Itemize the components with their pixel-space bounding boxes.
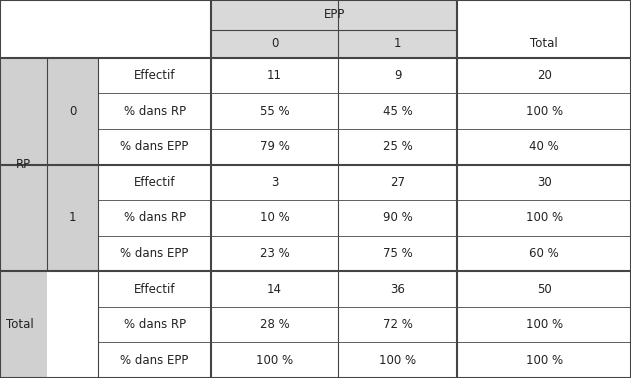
Text: 0: 0 [271, 37, 278, 50]
Text: 10 %: 10 % [259, 211, 290, 225]
Text: EPP: EPP [324, 8, 345, 22]
Text: % dans EPP: % dans EPP [121, 354, 189, 367]
Text: 75 %: 75 % [382, 247, 413, 260]
Bar [47, 164, 98, 271]
Text: 0: 0 [69, 105, 76, 118]
Text: RP: RP [16, 158, 31, 171]
Text: 11: 11 [267, 69, 282, 82]
Text: Effectif: Effectif [134, 176, 175, 189]
Text: % dans RP: % dans RP [124, 211, 186, 225]
Bar [0, 58, 47, 378]
Text: 100 %: 100 % [256, 354, 293, 367]
Text: 79 %: 79 % [259, 140, 290, 153]
Text: % dans RP: % dans RP [124, 105, 186, 118]
Text: 1: 1 [394, 37, 401, 50]
Text: 36: 36 [390, 283, 405, 296]
Text: 23 %: 23 % [259, 247, 290, 260]
Text: 9: 9 [394, 69, 401, 82]
Text: 50: 50 [537, 283, 551, 296]
Text: 55 %: 55 % [260, 105, 289, 118]
Text: 100 %: 100 % [526, 318, 563, 331]
Text: 100 %: 100 % [526, 105, 563, 118]
Text: 28 %: 28 % [259, 318, 290, 331]
Text: % dans RP: % dans RP [124, 318, 186, 331]
Text: 60 %: 60 % [529, 247, 559, 260]
Text: 25 %: 25 % [382, 140, 413, 153]
Text: 90 %: 90 % [382, 211, 413, 225]
Text: 72 %: 72 % [382, 318, 413, 331]
Text: 27: 27 [390, 176, 405, 189]
Text: Effectif: Effectif [134, 69, 175, 82]
Text: 45 %: 45 % [382, 105, 413, 118]
Text: 40 %: 40 % [529, 140, 559, 153]
Bar [47, 58, 98, 164]
Text: Total: Total [6, 318, 34, 331]
Text: 30: 30 [537, 176, 551, 189]
Text: Total: Total [531, 37, 558, 50]
Text: 14: 14 [267, 283, 282, 296]
Text: 3: 3 [271, 176, 278, 189]
Text: 100 %: 100 % [379, 354, 416, 367]
Text: 100 %: 100 % [526, 211, 563, 225]
Text: Effectif: Effectif [134, 283, 175, 296]
Bar [211, 0, 457, 30]
Text: 100 %: 100 % [526, 354, 563, 367]
Text: 1: 1 [69, 211, 76, 225]
Text: 20: 20 [537, 69, 551, 82]
Bar [211, 30, 457, 58]
Text: % dans EPP: % dans EPP [121, 140, 189, 153]
Text: % dans EPP: % dans EPP [121, 247, 189, 260]
